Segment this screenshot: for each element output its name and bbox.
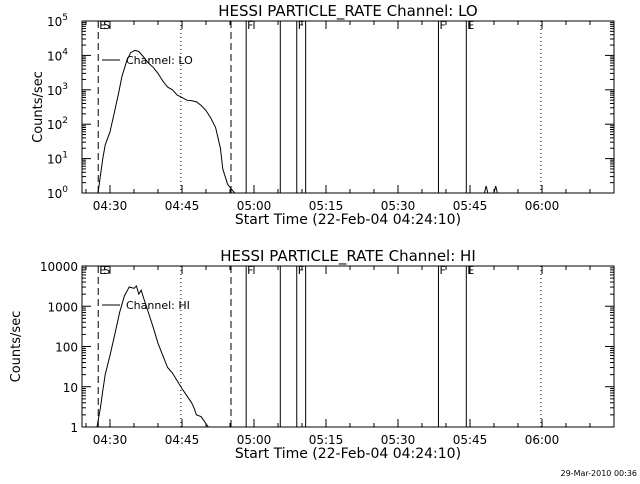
y-tick-label: 1 [70, 421, 78, 435]
legend-label: Channel: HI [126, 299, 190, 312]
flag-label: E [99, 264, 106, 277]
flag-label: F [439, 19, 445, 32]
flag-label: S [103, 264, 110, 277]
flag-label: F [439, 264, 445, 277]
chart-panel-lo: HESSI PARTICLE_RATE Channel: LO 04:30 04:4… [31, 2, 615, 228]
legend-label: Channel: LO [126, 54, 193, 67]
flag-label: S [103, 19, 110, 32]
footer-timestamp: 29-Mar-2010 00:36 [561, 469, 638, 478]
x-tick-label: 05:00 [237, 433, 272, 447]
x-tick-label: 05:30 [381, 433, 416, 447]
y-tick-label: 104 [47, 47, 68, 63]
y-tick-label: 10 [63, 381, 78, 395]
y-tick-label: 103 [47, 82, 68, 98]
x-axis-label: Start Time (22-Feb-04 04:24:10) [235, 212, 461, 228]
x-tick-label: 04:30 [93, 433, 128, 447]
flag-label: F [298, 19, 304, 32]
y-tick-label: 100 [47, 185, 68, 201]
x-tick-label: 04:30 [93, 199, 128, 213]
y-tick-label: 102 [47, 116, 68, 132]
x-tick-label: 05:00 [237, 199, 272, 213]
x-tick-label: 05:45 [453, 433, 488, 447]
flag-label: E [467, 264, 474, 277]
plot-frame [81, 20, 615, 194]
x-tick-label: 05:15 [309, 199, 344, 213]
series-line-0 [97, 49, 236, 194]
flag-label: E [99, 19, 106, 32]
x-tick-label: 05:45 [453, 199, 488, 213]
plot-frame [81, 265, 615, 428]
flag-label: E [467, 19, 474, 32]
x-axis-label: Start Time (22-Feb-04 04:24:10) [235, 446, 461, 462]
chart-panel-hi: HESSI PARTICLE_RATE Channel: HI 04:30 04:4… [9, 247, 615, 462]
y-tick-label: 10000 [40, 260, 78, 274]
x-tick-label: 04:45 [165, 199, 200, 213]
flag-label: F [247, 264, 253, 277]
x-tick-label: 05:30 [381, 199, 416, 213]
series-line-1 [483, 185, 498, 194]
y-tick-label: 101 [47, 151, 68, 167]
x-tick-label: 05:15 [309, 433, 344, 447]
series-line-0 [96, 284, 209, 428]
y-axis-label: Counts/sec [9, 311, 24, 383]
flag-label: F [247, 19, 253, 32]
chart-title: HESSI PARTICLE_RATE Channel: HI [220, 247, 476, 266]
y-tick-label: 105 [47, 13, 68, 29]
x-tick-label: 06:00 [525, 433, 560, 447]
x-tick-label: 06:00 [525, 199, 560, 213]
flag-label: F [298, 264, 304, 277]
chart-title: HESSI PARTICLE_RATE Channel: LO [218, 2, 477, 21]
y-axis-label: Counts/sec [31, 71, 46, 143]
y-tick-label: 100 [55, 341, 78, 355]
y-tick-label: 1000 [47, 300, 78, 314]
x-tick-label: 04:45 [165, 433, 200, 447]
